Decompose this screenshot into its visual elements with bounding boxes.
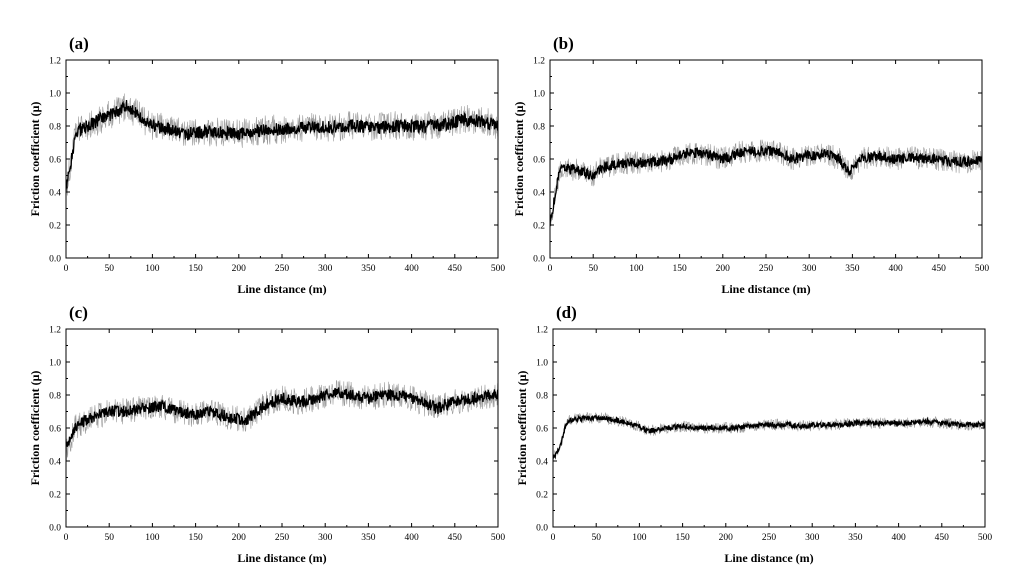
plot-frame bbox=[65, 59, 499, 259]
x-tick-label: 450 bbox=[448, 533, 463, 543]
x-tick-label: 100 bbox=[145, 533, 160, 543]
x-tick-label: 400 bbox=[404, 533, 419, 543]
y-tick-label: 1.2 bbox=[49, 326, 61, 336]
plot-frame bbox=[65, 328, 499, 528]
plot-frame bbox=[552, 328, 986, 528]
chart-panel-c: (c) 0 50 100 150 200 250 300 350 400 450 500 0.0 0.2 0… bbox=[28, 303, 505, 565]
y-tick-label: 1.2 bbox=[536, 326, 548, 336]
x-tick-label: 50 bbox=[588, 264, 598, 274]
series-line bbox=[550, 144, 982, 227]
x-tick-label: 150 bbox=[672, 264, 687, 274]
y-tick-label: 0.4 bbox=[533, 189, 545, 199]
x-tick-label: 300 bbox=[802, 264, 817, 274]
y-tick-label: 1.0 bbox=[536, 359, 548, 369]
y-axis-title: Friction coefficient (μ) bbox=[28, 371, 42, 486]
x-tick-label: 0 bbox=[64, 264, 69, 274]
x-tick-label: 0 bbox=[64, 533, 69, 543]
x-tick-label: 150 bbox=[188, 264, 203, 274]
series-line bbox=[66, 99, 498, 192]
x-axis-title: Line distance (m) bbox=[721, 282, 810, 296]
x-tick-label: 300 bbox=[318, 533, 333, 543]
panel-label: (d) bbox=[556, 303, 577, 322]
y-tick-label: 0.4 bbox=[536, 458, 548, 468]
x-tick-label: 200 bbox=[232, 264, 247, 274]
y-tick-label: 0.8 bbox=[49, 123, 61, 133]
y-axis-title: Friction coefficient (μ) bbox=[28, 102, 42, 217]
x-tick-label: 150 bbox=[188, 533, 203, 543]
series-line-noise bbox=[550, 139, 982, 234]
series-line bbox=[66, 387, 498, 447]
y-tick-label: 0.4 bbox=[49, 458, 61, 468]
x-axis-title: Line distance (m) bbox=[237, 282, 326, 296]
x-tick-label: 350 bbox=[361, 533, 376, 543]
x-tick-label: 100 bbox=[145, 264, 160, 274]
x-tick-label: 300 bbox=[805, 533, 820, 543]
y-tick-label: 0.0 bbox=[533, 255, 545, 265]
x-tick-label: 50 bbox=[104, 533, 114, 543]
y-tick-label: 0.8 bbox=[49, 392, 61, 402]
y-tick-label: 1.2 bbox=[49, 57, 61, 67]
x-tick-label: 350 bbox=[845, 264, 860, 274]
x-tick-label: 250 bbox=[762, 533, 777, 543]
y-tick-label: 0.8 bbox=[533, 123, 545, 133]
x-tick-label: 450 bbox=[932, 264, 947, 274]
panel-label: (a) bbox=[69, 34, 89, 53]
y-tick-label: 1.2 bbox=[533, 57, 545, 67]
x-tick-label: 0 bbox=[551, 533, 556, 543]
x-tick-label: 500 bbox=[491, 533, 506, 543]
chart-panel-b: (b) 0 50 100 150 200 250 300 350 400 450 500 0.0 0.2 0… bbox=[512, 34, 989, 296]
y-tick-label: 0.0 bbox=[536, 524, 548, 534]
y-tick-label: 0.6 bbox=[49, 156, 61, 166]
x-tick-label: 350 bbox=[361, 264, 376, 274]
x-tick-label: 50 bbox=[104, 264, 114, 274]
y-tick-label: 0.2 bbox=[49, 222, 61, 232]
y-axis-title: Friction coefficient (μ) bbox=[512, 102, 526, 217]
x-tick-label: 250 bbox=[759, 264, 774, 274]
panel-label: (c) bbox=[69, 303, 88, 322]
x-tick-label: 200 bbox=[716, 264, 731, 274]
x-tick-label: 500 bbox=[978, 533, 993, 543]
x-tick-label: 150 bbox=[675, 533, 690, 543]
y-tick-label: 0.2 bbox=[536, 491, 548, 501]
x-tick-label: 300 bbox=[318, 264, 333, 274]
y-tick-label: 1.0 bbox=[49, 90, 61, 100]
chart-panel-a: (a) 0 50 100 150 200 250 300 350 400 450 500 0.0 0.2 0… bbox=[28, 34, 505, 296]
x-axis-title: Line distance (m) bbox=[237, 551, 326, 565]
x-tick-label: 100 bbox=[629, 264, 644, 274]
x-tick-label: 450 bbox=[935, 533, 950, 543]
x-tick-label: 50 bbox=[591, 533, 601, 543]
x-tick-label: 400 bbox=[888, 264, 903, 274]
y-tick-label: 0.6 bbox=[536, 425, 548, 435]
x-tick-label: 350 bbox=[848, 533, 863, 543]
panel-label: (b) bbox=[553, 34, 574, 53]
x-tick-label: 250 bbox=[275, 533, 290, 543]
y-tick-label: 1.0 bbox=[49, 359, 61, 369]
x-tick-label: 200 bbox=[719, 533, 734, 543]
x-tick-label: 400 bbox=[891, 533, 906, 543]
series-line bbox=[553, 413, 985, 460]
x-tick-label: 500 bbox=[491, 264, 506, 274]
x-tick-label: 450 bbox=[448, 264, 463, 274]
x-axis-title: Line distance (m) bbox=[724, 551, 813, 565]
x-tick-label: 0 bbox=[548, 264, 553, 274]
x-tick-label: 200 bbox=[232, 533, 247, 543]
y-tick-label: 0.6 bbox=[533, 156, 545, 166]
y-tick-label: 0.4 bbox=[49, 189, 61, 199]
x-tick-label: 400 bbox=[404, 264, 419, 274]
y-tick-label: 0.2 bbox=[533, 222, 545, 232]
y-tick-label: 0.6 bbox=[49, 425, 61, 435]
chart-panel-d: (d) 0 50 100 150 200 250 300 350 400 450 500 0.0 0.2 0… bbox=[515, 303, 992, 565]
series-line-noise bbox=[66, 380, 498, 461]
x-tick-label: 500 bbox=[975, 264, 990, 274]
y-tick-label: 0.0 bbox=[49, 524, 61, 534]
x-tick-label: 100 bbox=[632, 533, 647, 543]
x-tick-label: 250 bbox=[275, 264, 290, 274]
y-tick-label: 1.0 bbox=[533, 90, 545, 100]
y-tick-label: 0.8 bbox=[536, 392, 548, 402]
y-axis-title: Friction coefficient (μ) bbox=[515, 371, 529, 486]
y-tick-label: 0.0 bbox=[49, 255, 61, 265]
y-tick-label: 0.2 bbox=[49, 491, 61, 501]
